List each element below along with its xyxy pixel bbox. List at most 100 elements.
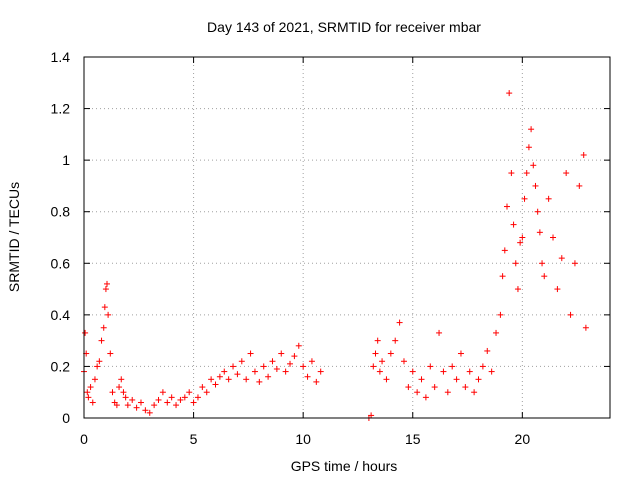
data-point: [295, 342, 302, 349]
data-point: [457, 350, 464, 357]
y-tick-label: 0.4: [51, 307, 71, 323]
data-point: [102, 286, 109, 293]
y-tick-label: 1.4: [51, 49, 71, 65]
data-point: [436, 329, 443, 336]
data-point: [221, 368, 228, 375]
data-point: [508, 170, 515, 177]
data-point: [116, 384, 123, 391]
data-point: [550, 234, 557, 241]
data-point: [129, 396, 136, 403]
data-point: [118, 376, 125, 383]
data-point: [168, 394, 175, 401]
y-tick-label: 0.8: [51, 204, 71, 220]
data-point: [173, 402, 180, 409]
data-point: [493, 329, 500, 336]
data-point: [512, 260, 519, 267]
data-point: [107, 350, 114, 357]
data-point: [146, 409, 153, 416]
data-point: [440, 368, 447, 375]
data-point: [164, 399, 171, 406]
data-point: [368, 412, 375, 419]
data-point: [190, 399, 197, 406]
data-point: [155, 396, 162, 403]
data-point: [238, 358, 245, 365]
data-point: [137, 399, 144, 406]
data-point: [105, 311, 112, 318]
x-tick-label: 20: [515, 431, 531, 447]
data-point: [582, 324, 589, 331]
data-point: [91, 376, 98, 383]
data-point: [278, 350, 285, 357]
data-point: [124, 402, 131, 409]
data-point: [247, 350, 254, 357]
data-point: [186, 389, 193, 396]
data-points: [81, 90, 589, 421]
data-point: [104, 280, 111, 287]
data-point: [230, 363, 237, 370]
data-point: [100, 324, 107, 331]
data-point: [554, 286, 561, 293]
data-point: [300, 363, 307, 370]
y-axis-label: SRMTID / TECUs: [6, 182, 22, 292]
data-point: [122, 394, 129, 401]
data-point: [256, 378, 263, 385]
data-point: [427, 363, 434, 370]
data-point: [98, 337, 105, 344]
data-point: [96, 358, 103, 365]
data-point: [471, 389, 478, 396]
data-point: [251, 368, 258, 375]
data-point: [534, 208, 541, 215]
data-point: [484, 347, 491, 354]
grid: [84, 57, 610, 418]
data-point: [541, 273, 548, 280]
data-point: [194, 394, 201, 401]
data-point: [304, 373, 311, 380]
x-axis-label: GPS time / hours: [291, 458, 398, 474]
data-point: [501, 247, 508, 254]
data-point: [109, 389, 116, 396]
data-point: [576, 182, 583, 189]
data-point: [400, 358, 407, 365]
data-point: [120, 389, 127, 396]
data-point: [392, 337, 399, 344]
data-point: [265, 373, 272, 380]
data-point: [82, 329, 89, 336]
data-point: [580, 151, 587, 158]
y-tick-label: 1: [62, 152, 70, 168]
data-point: [503, 203, 510, 210]
y-tick-label: 0.2: [51, 358, 71, 374]
data-point: [282, 368, 289, 375]
data-point: [113, 402, 120, 409]
data-point: [94, 363, 101, 370]
data-point: [269, 358, 276, 365]
data-point: [414, 389, 421, 396]
data-point: [409, 368, 416, 375]
x-tick-label: 15: [405, 431, 421, 447]
data-point: [225, 376, 232, 383]
data-point: [475, 376, 482, 383]
data-point: [567, 311, 574, 318]
data-point: [212, 381, 219, 388]
data-point: [372, 350, 379, 357]
data-point: [514, 286, 521, 293]
data-point: [488, 368, 495, 375]
data-point: [208, 376, 215, 383]
data-point: [287, 360, 294, 367]
plot-frame: [83, 56, 611, 419]
data-point: [84, 389, 91, 396]
data-point: [379, 358, 386, 365]
data-point: [523, 170, 530, 177]
data-point: [396, 319, 403, 326]
data-point: [519, 234, 526, 241]
data-point: [525, 144, 532, 151]
y-tick-label: 1.2: [51, 101, 71, 117]
data-point: [199, 384, 206, 391]
data-point: [374, 337, 381, 344]
data-point: [383, 376, 390, 383]
data-point: [539, 260, 546, 267]
data-point: [499, 273, 506, 280]
data-point: [453, 376, 460, 383]
data-point: [422, 394, 429, 401]
data-point: [449, 363, 456, 370]
